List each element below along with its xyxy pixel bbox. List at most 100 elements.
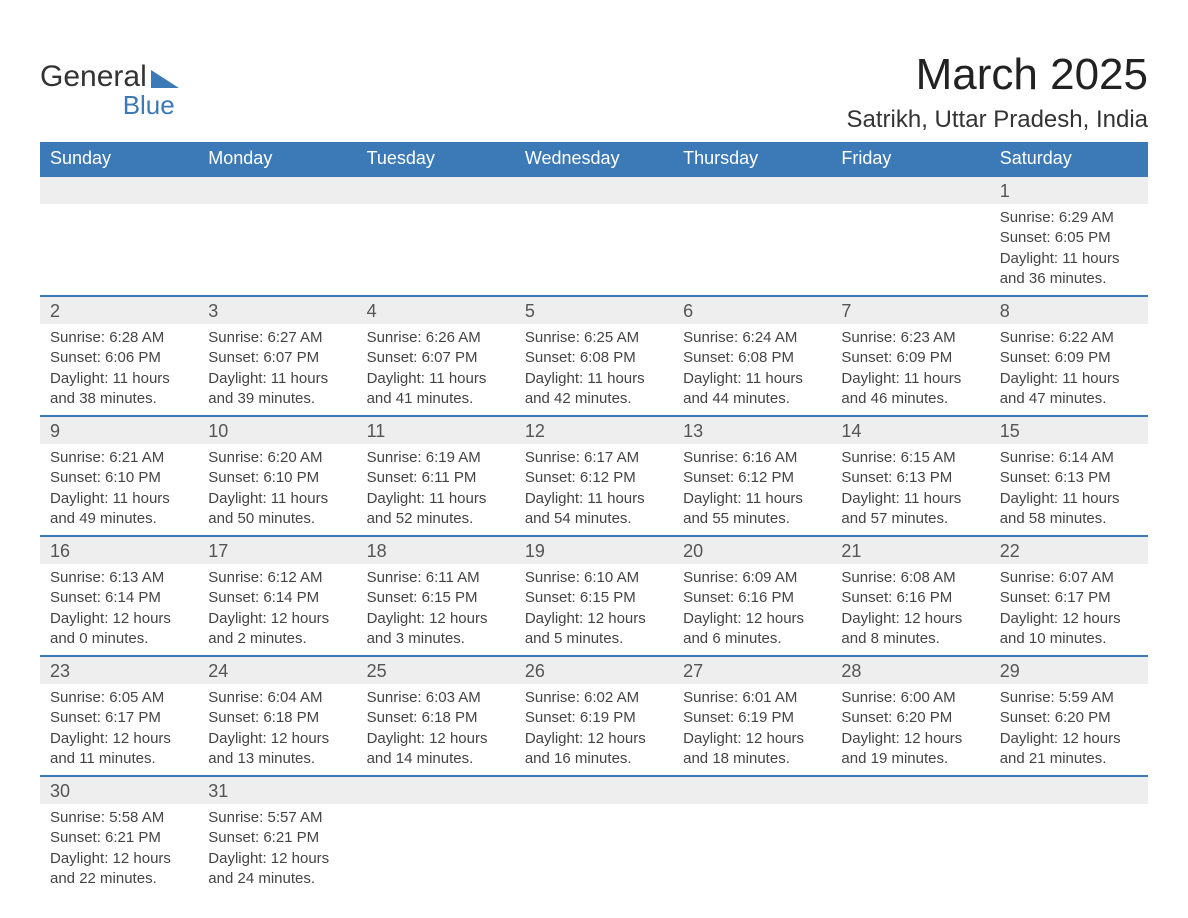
logo-word-general: General: [40, 60, 147, 94]
day-number-cell: [990, 776, 1148, 804]
day-ss: Sunset: 6:09 PM: [841, 348, 979, 368]
day-d2: and 0 minutes.: [50, 629, 188, 649]
day-number-cell: 20: [673, 536, 831, 564]
day-d1: Daylight: 12 hours: [683, 609, 821, 629]
day-d2: and 6 minutes.: [683, 629, 821, 649]
day-ss: Sunset: 6:08 PM: [525, 348, 663, 368]
day-data-cell: Sunrise: 6:23 AMSunset: 6:09 PMDaylight:…: [831, 324, 989, 416]
day-d2: and 44 minutes.: [683, 389, 821, 409]
day-number-cell: 8: [990, 296, 1148, 324]
day-number-cell: [673, 176, 831, 204]
calendar-table: SundayMondayTuesdayWednesdayThursdayFrid…: [40, 142, 1148, 895]
day-ss: Sunset: 6:17 PM: [1000, 588, 1138, 608]
day-d1: Daylight: 12 hours: [50, 609, 188, 629]
logo-top: General: [40, 60, 179, 94]
day-d1: Daylight: 11 hours: [208, 489, 346, 509]
day-sr: Sunrise: 6:15 AM: [841, 448, 979, 468]
day-d2: and 18 minutes.: [683, 749, 821, 769]
day-data-cell: Sunrise: 6:03 AMSunset: 6:18 PMDaylight:…: [357, 684, 515, 776]
day-number-row: 3031: [40, 776, 1148, 804]
calendar-body: 1 Sunrise: 6:29 AMSunset: 6:05 PMDayligh…: [40, 176, 1148, 895]
day-data-cell: Sunrise: 6:08 AMSunset: 6:16 PMDaylight:…: [831, 564, 989, 656]
day-d2: and 52 minutes.: [367, 509, 505, 529]
day-d2: and 8 minutes.: [841, 629, 979, 649]
day-sr: Sunrise: 6:27 AM: [208, 328, 346, 348]
day-sr: Sunrise: 6:19 AM: [367, 448, 505, 468]
day-number-row: 9101112131415: [40, 416, 1148, 444]
day-d1: Daylight: 11 hours: [1000, 489, 1138, 509]
logo: General Blue: [40, 60, 179, 121]
day-ss: Sunset: 6:19 PM: [525, 708, 663, 728]
day-data-row: Sunrise: 6:13 AMSunset: 6:14 PMDaylight:…: [40, 564, 1148, 656]
day-sr: Sunrise: 6:03 AM: [367, 688, 505, 708]
day-sr: Sunrise: 5:58 AM: [50, 808, 188, 828]
logo-triangle-icon: [151, 70, 179, 88]
day-ss: Sunset: 6:07 PM: [367, 348, 505, 368]
day-d1: Daylight: 11 hours: [841, 489, 979, 509]
day-d2: and 3 minutes.: [367, 629, 505, 649]
day-ss: Sunset: 6:20 PM: [1000, 708, 1138, 728]
day-d1: Daylight: 11 hours: [1000, 369, 1138, 389]
day-ss: Sunset: 6:20 PM: [841, 708, 979, 728]
day-sr: Sunrise: 5:59 AM: [1000, 688, 1138, 708]
day-data-cell: Sunrise: 6:00 AMSunset: 6:20 PMDaylight:…: [831, 684, 989, 776]
day-sr: Sunrise: 5:57 AM: [208, 808, 346, 828]
day-sr: Sunrise: 6:17 AM: [525, 448, 663, 468]
day-data-cell: Sunrise: 6:25 AMSunset: 6:08 PMDaylight:…: [515, 324, 673, 416]
day-d2: and 10 minutes.: [1000, 629, 1138, 649]
day-data-cell: [198, 204, 356, 296]
day-sr: Sunrise: 6:25 AM: [525, 328, 663, 348]
day-ss: Sunset: 6:07 PM: [208, 348, 346, 368]
day-data-cell: Sunrise: 6:14 AMSunset: 6:13 PMDaylight:…: [990, 444, 1148, 536]
day-d2: and 5 minutes.: [525, 629, 663, 649]
day-data-cell: Sunrise: 6:01 AMSunset: 6:19 PMDaylight:…: [673, 684, 831, 776]
day-number-row: 2345678: [40, 296, 1148, 324]
day-d2: and 50 minutes.: [208, 509, 346, 529]
day-data-row: Sunrise: 6:05 AMSunset: 6:17 PMDaylight:…: [40, 684, 1148, 776]
day-d1: Daylight: 11 hours: [367, 489, 505, 509]
day-number-cell: [515, 776, 673, 804]
day-number-cell: 3: [198, 296, 356, 324]
day-number-cell: 30: [40, 776, 198, 804]
day-ss: Sunset: 6:15 PM: [367, 588, 505, 608]
day-data-cell: Sunrise: 6:05 AMSunset: 6:17 PMDaylight:…: [40, 684, 198, 776]
day-number-cell: 23: [40, 656, 198, 684]
day-ss: Sunset: 6:10 PM: [208, 468, 346, 488]
day-ss: Sunset: 6:06 PM: [50, 348, 188, 368]
day-data-cell: [990, 804, 1148, 895]
day-ss: Sunset: 6:18 PM: [208, 708, 346, 728]
weekday-header: Wednesday: [515, 142, 673, 176]
day-number-cell: 5: [515, 296, 673, 324]
day-d1: Daylight: 11 hours: [208, 369, 346, 389]
day-d1: Daylight: 12 hours: [367, 729, 505, 749]
day-sr: Sunrise: 6:24 AM: [683, 328, 821, 348]
day-number-cell: [515, 176, 673, 204]
day-data-cell: Sunrise: 6:17 AMSunset: 6:12 PMDaylight:…: [515, 444, 673, 536]
day-number-cell: 1: [990, 176, 1148, 204]
logo-word-blue: Blue: [40, 90, 175, 121]
day-d2: and 57 minutes.: [841, 509, 979, 529]
day-d1: Daylight: 11 hours: [367, 369, 505, 389]
day-d1: Daylight: 12 hours: [208, 609, 346, 629]
day-ss: Sunset: 6:05 PM: [1000, 228, 1138, 248]
day-number-cell: [831, 176, 989, 204]
day-sr: Sunrise: 6:20 AM: [208, 448, 346, 468]
day-d1: Daylight: 11 hours: [50, 489, 188, 509]
day-data-cell: Sunrise: 6:20 AMSunset: 6:10 PMDaylight:…: [198, 444, 356, 536]
day-d2: and 14 minutes.: [367, 749, 505, 769]
day-ss: Sunset: 6:18 PM: [367, 708, 505, 728]
day-d1: Daylight: 11 hours: [683, 489, 821, 509]
day-number-cell: 26: [515, 656, 673, 684]
day-sr: Sunrise: 6:09 AM: [683, 568, 821, 588]
day-ss: Sunset: 6:11 PM: [367, 468, 505, 488]
day-d2: and 39 minutes.: [208, 389, 346, 409]
day-d2: and 11 minutes.: [50, 749, 188, 769]
day-sr: Sunrise: 6:02 AM: [525, 688, 663, 708]
day-sr: Sunrise: 6:04 AM: [208, 688, 346, 708]
day-data-cell: [515, 804, 673, 895]
day-ss: Sunset: 6:21 PM: [50, 828, 188, 848]
day-number-cell: 16: [40, 536, 198, 564]
day-ss: Sunset: 6:14 PM: [208, 588, 346, 608]
day-data-cell: Sunrise: 6:29 AMSunset: 6:05 PMDaylight:…: [990, 204, 1148, 296]
day-sr: Sunrise: 6:26 AM: [367, 328, 505, 348]
